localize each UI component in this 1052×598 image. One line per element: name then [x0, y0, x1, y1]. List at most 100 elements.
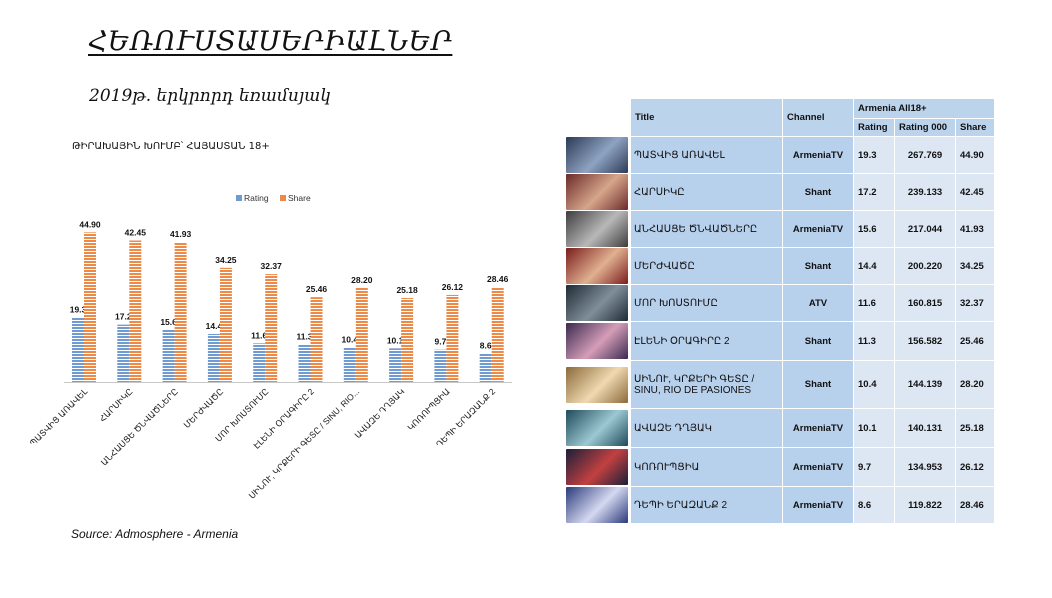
data-label-rating: 11.3 — [296, 331, 312, 341]
bar-share — [401, 298, 414, 382]
cell-title: ԴԵՊԻ ԵՐԱԶԱՆՔ 2 — [630, 486, 783, 524]
cell-rating000: 160.815 — [894, 284, 956, 322]
cell-rating: 10.1 — [853, 408, 895, 448]
header-rating: Rating — [853, 118, 895, 137]
cell-rating: 11.3 — [853, 321, 895, 361]
cell-rating: 17.2 — [853, 173, 895, 211]
cell-rating000: 119.822 — [894, 486, 956, 524]
table-row: ԱՆՀԱՍՑԵ ԾՆՎԱԾՆԵՐԸ ArmeniaTV 15.6 217.044 41.… — [630, 210, 995, 248]
data-label-rating: 9.7 — [434, 337, 446, 347]
data-label-share: 44.90 — [79, 219, 101, 229]
show-thumbnail — [566, 410, 628, 446]
legend-swatch-share — [280, 195, 286, 201]
cell-rating000: 267.769 — [894, 136, 956, 174]
show-thumbnail — [566, 174, 628, 210]
show-thumbnail — [566, 137, 628, 173]
bar-share — [491, 287, 504, 382]
cell-channel: Shant — [782, 173, 854, 211]
bar-share — [129, 240, 142, 382]
bar-share — [219, 267, 232, 382]
cell-channel: ArmeniaTV — [782, 136, 854, 174]
table-row: ԷԼԵՆԻ ՕՐԱԳԻՐԸ 2 Shant 11.3 156.582 25.46 — [630, 321, 995, 361]
category-label: ԱՆՀԱՍՑԵ ԾՆՎԱԾՆԵՐԸ — [99, 386, 180, 467]
cell-title: ՍԻՆՈՒ, ԿՐՔԵՐԻ ԳԵՏԸ / SINU, RIO DE PASION… — [630, 360, 783, 409]
data-label-share: 28.20 — [351, 275, 373, 285]
cell-rating000: 217.044 — [894, 210, 956, 248]
bar-rating — [343, 347, 356, 382]
table-row: ՀԱՐՍԻԿԸ Shant 17.2 239.133 42.45 — [630, 173, 995, 211]
cell-share: 28.20 — [955, 360, 995, 409]
data-label-rating: 17.2 — [115, 312, 132, 322]
page-title: ՀԵՌՈՒՍՏԱՍԵՐԻԱԼՆԵՐ — [88, 26, 453, 57]
cell-rating: 14.4 — [853, 247, 895, 285]
show-thumbnail — [566, 285, 628, 321]
show-thumbnail — [566, 366, 628, 403]
cell-rating000: 239.133 — [894, 173, 956, 211]
cell-title: ՄՈՐ ԽՈՍՏՈՒՄԸ — [630, 284, 783, 322]
bar-rating — [162, 330, 175, 382]
data-label-rating: 19.3 — [70, 305, 87, 315]
cell-rating000: 140.131 — [894, 408, 956, 448]
cell-channel: ATV — [782, 284, 854, 322]
cell-title: ՊԱՏՎԻՑ ԱՌԱՎԵԼ — [630, 136, 783, 174]
bar-share — [265, 274, 278, 382]
bar-share — [446, 294, 459, 382]
table-row: ԴԵՊԻ ԵՐԱԶԱՆՔ 2 ArmeniaTV 8.6 119.822 28.46 — [630, 486, 995, 524]
cell-channel: Shant — [782, 247, 854, 285]
cell-share: 44.90 — [955, 136, 995, 174]
ratings-table: Title Channel Armenia All18+ Rating Rati… — [630, 98, 995, 524]
header-channel: Channel — [782, 98, 854, 137]
bar-rating — [434, 349, 447, 382]
bar-rating — [117, 324, 130, 382]
cell-rating: 9.7 — [853, 447, 895, 487]
cell-rating: 15.6 — [853, 210, 895, 248]
page-subtitle: 2019թ. երկրորդ եռամսյակ — [89, 86, 331, 106]
cell-channel: ArmeniaTV — [782, 210, 854, 248]
source-note: Source: Admosphere - Armenia — [71, 527, 239, 541]
cell-share: 25.46 — [955, 321, 995, 361]
cell-channel: ArmeniaTV — [782, 408, 854, 448]
data-label-rating: 11.6 — [251, 330, 267, 340]
bar-share — [310, 297, 323, 382]
table-row: ՊԱՏՎԻՑ ԱՌԱՎԵԼ ArmeniaTV 19.3 267.769 44.90 — [630, 136, 995, 174]
cell-channel: ArmeniaTV — [782, 486, 854, 524]
bar-rating — [253, 343, 266, 382]
data-label-share: 28.46 — [487, 274, 509, 284]
cell-title: ԱՆՀԱՍՑԵ ԾՆՎԱԾՆԵՐԸ — [630, 210, 783, 248]
cell-rating: 10.4 — [853, 360, 895, 409]
cell-rating: 19.3 — [853, 136, 895, 174]
bar-rating — [389, 348, 402, 382]
data-label-share: 26.12 — [442, 282, 464, 292]
legend-label-share: Share — [288, 193, 311, 203]
cell-title: ՄԵՐԺՎԱԾԸ — [630, 247, 783, 285]
data-label-share: 32.37 — [261, 261, 283, 271]
cell-share: 34.25 — [955, 247, 995, 285]
category-label: ԱՎԱԶԵ ԴՂՅԱԿ — [353, 386, 407, 440]
table-row: ՄՈՐ ԽՈՍՏՈՒՄԸ ATV 11.6 160.815 32.37 — [630, 284, 995, 322]
cell-rating000: 144.139 — [894, 360, 956, 409]
cell-title: ԷԼԵՆԻ ՕՐԱԳԻՐԸ 2 — [630, 321, 783, 361]
data-label-share: 25.46 — [306, 284, 328, 294]
bar-chart: Rating Share 19.3 44.90 ՊԱՏՎԻՑ ԱՌԱՎԵԼ 17.2 42.… — [28, 193, 512, 501]
table-row: ԿՈՌՈՒՊՑԻԱ ArmeniaTV 9.7 134.953 26.12 — [630, 447, 995, 487]
bar-rating — [207, 334, 220, 382]
show-thumbnail — [566, 248, 628, 284]
data-label-share: 25.18 — [396, 285, 418, 295]
table-row: ԱՎԱԶԵ ԴՂՅԱԿ ArmeniaTV 10.1 140.131 25.18 — [630, 408, 995, 448]
cell-title: ՀԱՐՍԻԿԸ — [630, 173, 783, 211]
legend-label-rating: Rating — [244, 193, 269, 203]
data-label-rating: 10.4 — [342, 334, 359, 344]
cell-share: 42.45 — [955, 173, 995, 211]
cell-share: 28.46 — [955, 486, 995, 524]
header-title: Title — [630, 98, 783, 137]
data-label-rating: 14.4 — [206, 321, 223, 331]
show-thumbnail — [566, 211, 628, 247]
cell-share: 25.18 — [955, 408, 995, 448]
cell-rating: 8.6 — [853, 486, 895, 524]
header-rating000: Rating 000 — [894, 118, 956, 137]
data-label-share: 41.93 — [170, 229, 192, 239]
bar-share — [355, 288, 368, 382]
cell-rating000: 200.220 — [894, 247, 956, 285]
cell-rating000: 134.953 — [894, 447, 956, 487]
cell-title: ԱՎԱԶԵ ԴՂՅԱԿ — [630, 408, 783, 448]
